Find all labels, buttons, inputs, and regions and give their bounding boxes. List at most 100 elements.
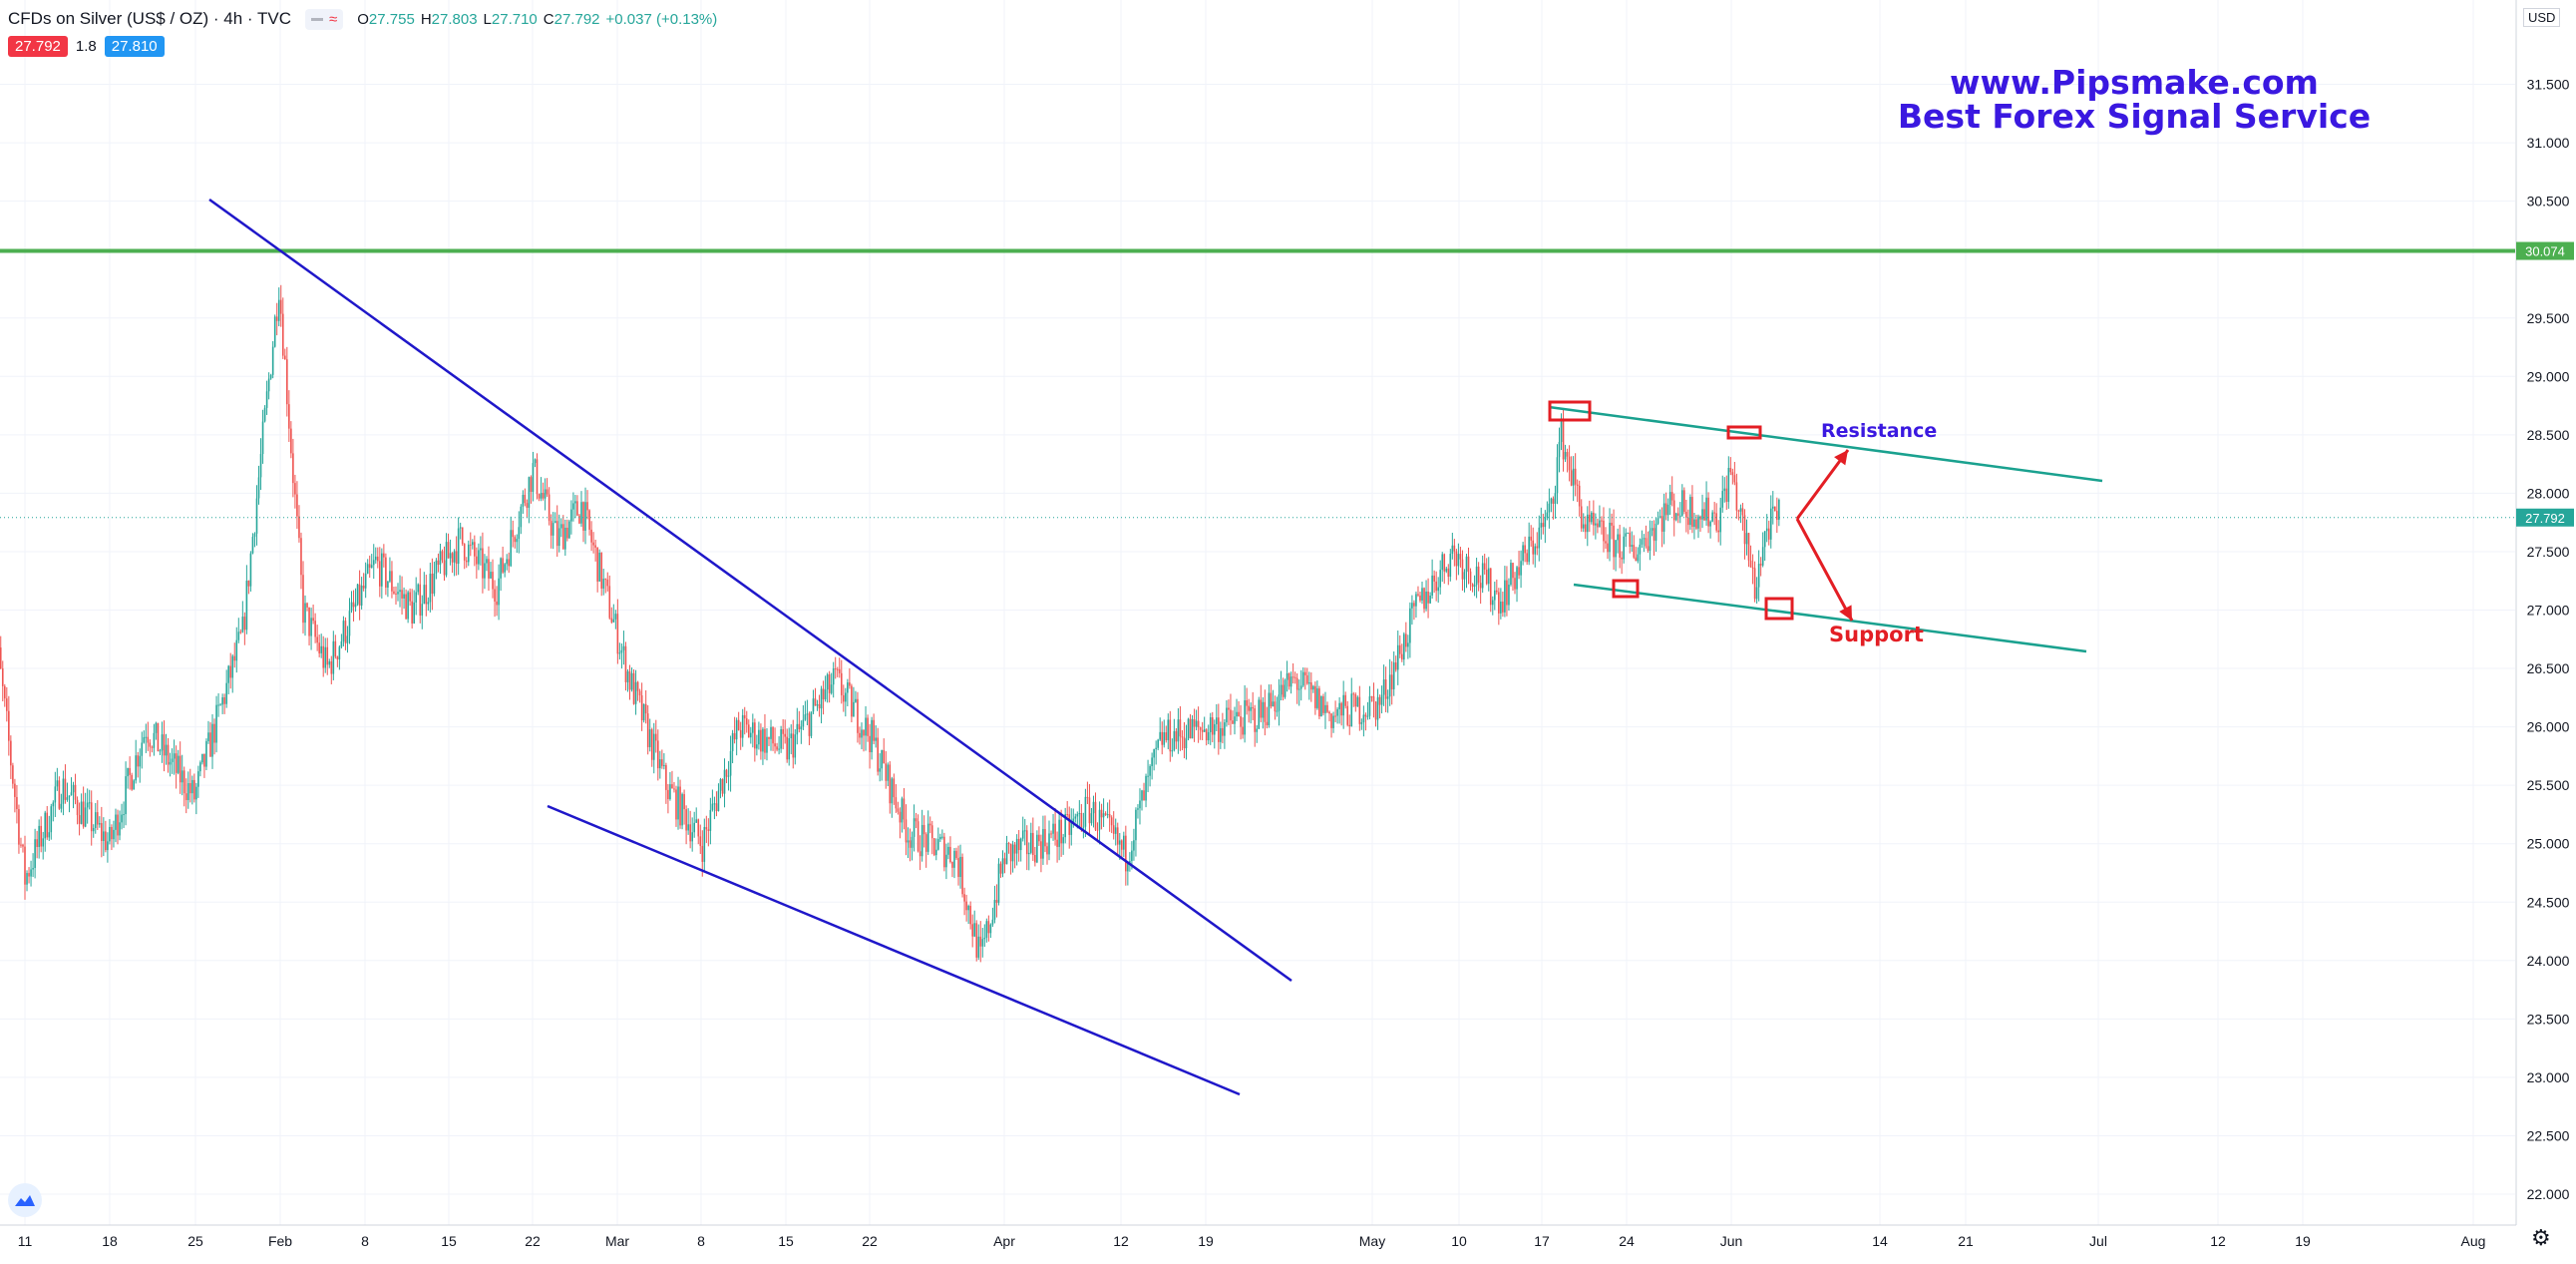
- candle-body: [64, 778, 67, 800]
- candle-body: [1471, 584, 1474, 588]
- buy-button[interactable]: 27.810: [104, 36, 165, 57]
- candle-body: [261, 421, 264, 455]
- sell-button[interactable]: 27.792: [8, 36, 68, 57]
- candle-body: [411, 601, 413, 624]
- candle-body: [1080, 813, 1083, 827]
- candle-body: [439, 551, 442, 566]
- candle-body: [849, 682, 851, 686]
- candle-body: [494, 589, 496, 602]
- candle-body: [1019, 838, 1022, 851]
- candle-body: [352, 602, 355, 608]
- candle-body: [679, 786, 681, 826]
- candle-body: [334, 640, 337, 657]
- candle-body: [559, 524, 562, 529]
- candle-body: [30, 869, 32, 877]
- candle-body: [566, 527, 568, 539]
- candle-body: [1611, 522, 1613, 526]
- candle-body: [82, 801, 85, 827]
- channel-lower-line[interactable]: [1573, 583, 2087, 653]
- tradingview-logo-icon[interactable]: [8, 1183, 42, 1217]
- candle-body: [1668, 492, 1671, 505]
- candle-body: [822, 688, 825, 700]
- candle-body: [330, 660, 333, 674]
- trade-chips: 27.792 1.8 27.810: [8, 36, 165, 57]
- candle-body: [1765, 528, 1768, 532]
- ohlc-values: O27.755 H27.803 L27.710 C27.792 +0.037 (…: [357, 10, 718, 28]
- candle-body: [1774, 506, 1776, 512]
- candle-body: [1493, 590, 1496, 601]
- indicator-toggle[interactable]: ≈: [305, 8, 344, 30]
- candle-body: [1295, 677, 1298, 690]
- candle-body: [1461, 559, 1464, 580]
- candle-body: [492, 572, 494, 590]
- candle-body: [177, 755, 180, 773]
- upper-trendline[interactable]: [208, 198, 1292, 983]
- time-axis[interactable]: 11 18 25 Feb 8 15 22 Mar 8 15 22 Apr 12 19 May 10 17 24 Ju…: [0, 1224, 2516, 1249]
- candle-body: [324, 646, 327, 668]
- candle-body: [237, 632, 240, 640]
- candle-body: [1510, 563, 1512, 586]
- candle-body: [1693, 519, 1695, 528]
- candle-body: [22, 844, 24, 847]
- candle-body: [889, 764, 892, 804]
- candle-body: [328, 660, 331, 665]
- candle-body: [1457, 554, 1460, 567]
- candle-body: [149, 742, 152, 747]
- candle-body: [316, 636, 318, 643]
- candle-body: [340, 640, 343, 647]
- candle-body: [1463, 572, 1466, 580]
- symbol-title[interactable]: CFDs on Silver (US$ / OZ) · 4h · TVC: [8, 9, 292, 28]
- candle-body: [1761, 547, 1764, 566]
- candle-body: [648, 729, 651, 747]
- candle-body: [1137, 808, 1139, 810]
- candle-body: [969, 905, 971, 925]
- candle-body: [1719, 507, 1722, 533]
- candle-body: [1767, 528, 1770, 540]
- candle-body: [1036, 834, 1038, 863]
- candle-body: [770, 726, 772, 739]
- lower-trendline[interactable]: [547, 804, 1241, 1096]
- price-axis[interactable]: 22.000 22.500 23.000 23.500 24.000 24.500 25.0…: [2515, 0, 2576, 1264]
- currency-badge[interactable]: USD: [2523, 8, 2561, 27]
- candle-body: [1062, 837, 1064, 844]
- candle-body: [937, 839, 939, 850]
- candle-body: [1528, 536, 1530, 563]
- candle-body: [195, 786, 197, 800]
- candle-body: [387, 581, 389, 588]
- candle-body: [851, 685, 853, 717]
- candle-body: [101, 823, 103, 841]
- candle-body: [326, 646, 329, 665]
- candle-body: [689, 824, 691, 842]
- gear-icon[interactable]: ⚙: [2531, 1225, 2551, 1250]
- time-tick-label: 24: [1619, 1233, 1635, 1249]
- candle-body: [1731, 472, 1734, 476]
- candle-body: [1475, 566, 1478, 586]
- candle-body: [117, 814, 119, 836]
- candle-body: [467, 544, 470, 563]
- channel-upper-line[interactable]: [1548, 405, 2103, 483]
- candle-body: [1165, 732, 1168, 740]
- candle-body: [1179, 719, 1182, 737]
- candle-body: [949, 846, 951, 863]
- candle-body: [1725, 488, 1728, 503]
- candle-body: [1030, 832, 1032, 853]
- candle-body: [1360, 722, 1363, 724]
- candle-body: [1727, 468, 1730, 503]
- price-tick-label: 22.500: [2527, 1127, 2570, 1143]
- price-tick-label: 26.000: [2527, 719, 2570, 735]
- candle-body: [1207, 731, 1210, 741]
- candle-body: [1417, 594, 1419, 596]
- candle-body: [1203, 729, 1206, 732]
- candle-body: [1607, 543, 1609, 553]
- candle-body: [804, 714, 807, 720]
- candle-body: [715, 803, 718, 811]
- candle-body: [671, 784, 673, 789]
- candle-body: [1021, 830, 1024, 839]
- candle-body: [924, 834, 927, 852]
- candle-body: [1649, 530, 1652, 551]
- candle-body: [231, 655, 234, 678]
- candle-body: [1538, 527, 1541, 549]
- candle-body: [186, 783, 189, 800]
- candle-body: [1147, 775, 1149, 777]
